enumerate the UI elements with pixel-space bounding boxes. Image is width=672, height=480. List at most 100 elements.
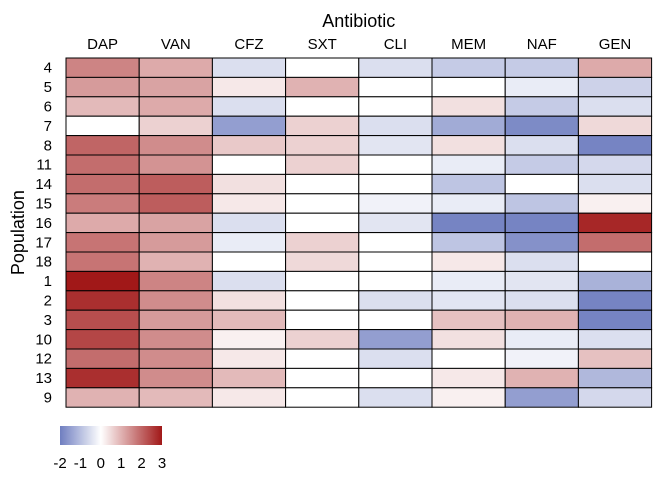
heatmap-cell [211, 232, 287, 253]
heatmap-cell [431, 251, 506, 272]
heatmap-cell [285, 193, 360, 214]
heatmap-cell [504, 348, 579, 369]
heatmap-cell [358, 115, 433, 137]
legend-tick-label: 3 [158, 455, 166, 472]
heatmap-cell [358, 309, 433, 331]
heatmap-cell [285, 309, 360, 331]
heatmap-cell [358, 76, 433, 98]
heatmap-cell [138, 387, 213, 408]
heatmap-cell [285, 290, 360, 311]
heatmap-cell [65, 232, 140, 253]
heatmap-cell [431, 270, 506, 292]
y-axis-title: Population [8, 190, 28, 275]
heatmap-cell [138, 212, 213, 234]
column-label: CLI [384, 36, 407, 53]
heatmap-cell [285, 270, 360, 292]
heatmap-cell [285, 57, 360, 78]
heatmap-cell [431, 329, 506, 350]
heatmap-cell [358, 232, 433, 253]
column-label: NAF [527, 36, 557, 53]
heatmap-cell [211, 135, 287, 156]
heatmap-cell [285, 115, 360, 137]
heatmap-cell [504, 173, 579, 195]
heatmap-cell [358, 348, 433, 369]
legend-tick-label: 2 [137, 455, 145, 472]
heatmap-cell [431, 309, 506, 331]
color-scale-legend: -2 -1 0 1 2 3 [53, 426, 166, 472]
heatmap-cell [211, 367, 287, 389]
heatmap-cell [504, 290, 579, 311]
row-label: 3 [44, 312, 52, 329]
heatmap-cell [358, 387, 433, 408]
row-label: 5 [44, 79, 52, 96]
heatmap-cell [285, 96, 360, 117]
heatmap-cells [65, 57, 653, 408]
heatmap-cell [358, 135, 433, 156]
heatmap-cell [138, 135, 213, 156]
heatmap-cell [358, 173, 433, 195]
heatmap-cell [285, 367, 360, 389]
row-label: 4 [44, 60, 52, 77]
column-label: VAN [161, 36, 191, 53]
heatmap-cell [211, 96, 287, 117]
heatmap-cell [577, 348, 653, 369]
heatmap-cell [431, 387, 506, 408]
heatmap-cell [65, 367, 140, 389]
row-label: 12 [35, 351, 52, 368]
heatmap-cell [285, 348, 360, 369]
heatmap-cell [211, 154, 287, 175]
heatmap-cell [65, 154, 140, 175]
row-label: 6 [44, 99, 52, 116]
heatmap-cell [504, 135, 579, 156]
heatmap-cell [431, 193, 506, 214]
heatmap-cell [285, 232, 360, 253]
heatmap-cell [504, 367, 579, 389]
heatmap-cell [358, 290, 433, 311]
heatmap-cell [431, 173, 506, 195]
heatmap-cell [431, 57, 506, 78]
column-labels: DAP VAN CFZ SXT CLI MEM NAF GEN [87, 36, 631, 53]
row-label: 15 [35, 196, 52, 213]
heatmap-cell [285, 135, 360, 156]
heatmap-cell [504, 232, 579, 253]
heatmap-cell [504, 329, 579, 350]
heatmap-cell [65, 57, 140, 78]
row-label: 18 [35, 254, 52, 271]
heatmap-cell [577, 57, 653, 78]
heatmap-cell [577, 232, 653, 253]
heatmap-cell [65, 309, 140, 331]
heatmap-cell [358, 57, 433, 78]
heatmap-cell [211, 173, 287, 195]
heatmap-cell [577, 309, 653, 331]
heatmap-cell [211, 348, 287, 369]
heatmap-cell [504, 270, 579, 292]
heatmap-cell [211, 329, 287, 350]
heatmap-cell [431, 232, 506, 253]
heatmap-cell [65, 193, 140, 214]
heatmap-cell [504, 96, 579, 117]
heatmap-cell [577, 387, 653, 408]
heatmap-cell [431, 290, 506, 311]
heatmap-cell [211, 57, 287, 78]
heatmap-cell [504, 387, 579, 408]
heatmap-cell [285, 329, 360, 350]
heatmap-cell [431, 135, 506, 156]
heatmap-cell [65, 251, 140, 272]
heatmap-cell [504, 115, 579, 137]
heatmap-cell [65, 270, 140, 292]
legend-tick-label: 1 [117, 455, 125, 472]
heatmap-cell [577, 135, 653, 156]
heatmap-cell [285, 212, 360, 234]
heatmap-cell [431, 348, 506, 369]
row-label: 16 [35, 215, 52, 232]
row-label: 7 [44, 118, 52, 135]
row-label: 11 [36, 157, 52, 174]
heatmap-cell [211, 270, 287, 292]
row-label: 8 [44, 137, 52, 154]
heatmap-cell [358, 270, 433, 292]
heatmap-cell [285, 251, 360, 272]
heatmap-cell [504, 251, 579, 272]
heatmap-cell [138, 154, 213, 175]
column-label: GEN [599, 36, 632, 53]
heatmap-cell [577, 76, 653, 98]
